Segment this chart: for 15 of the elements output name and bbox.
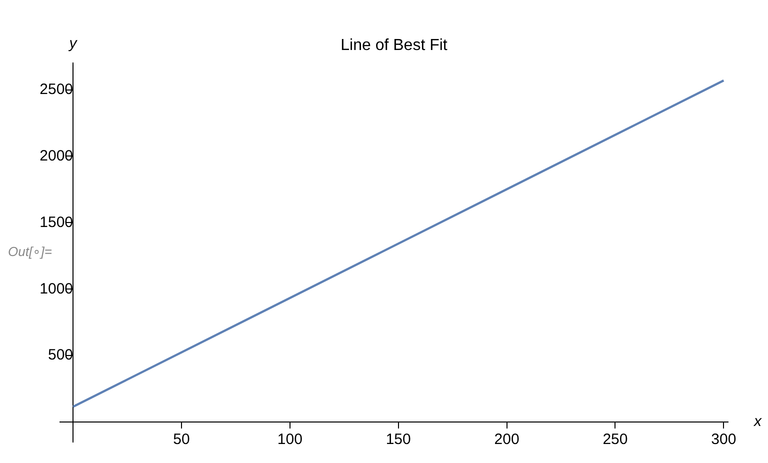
y-tick-label: 2000 bbox=[40, 147, 74, 164]
y-axis-title: y bbox=[68, 34, 78, 52]
x-tick-label: 250 bbox=[602, 431, 628, 448]
y-tick-label: 500 bbox=[48, 346, 74, 364]
y-tick-label: 1500 bbox=[40, 214, 74, 231]
x-axis-title: x bbox=[753, 413, 762, 430]
x-tick-label: 300 bbox=[711, 431, 736, 448]
text: Out[∘]= bbox=[8, 244, 52, 260]
x-tick-label: 150 bbox=[386, 431, 411, 448]
x-tick-label: 200 bbox=[494, 431, 520, 448]
x-tick-label: 50 bbox=[173, 431, 190, 448]
y-tick-label: 2500 bbox=[40, 80, 74, 98]
x-tick-label: 100 bbox=[277, 431, 302, 448]
chart-title: Line of Best Fit bbox=[340, 37, 448, 54]
y-tick-label: 1000 bbox=[40, 280, 74, 298]
